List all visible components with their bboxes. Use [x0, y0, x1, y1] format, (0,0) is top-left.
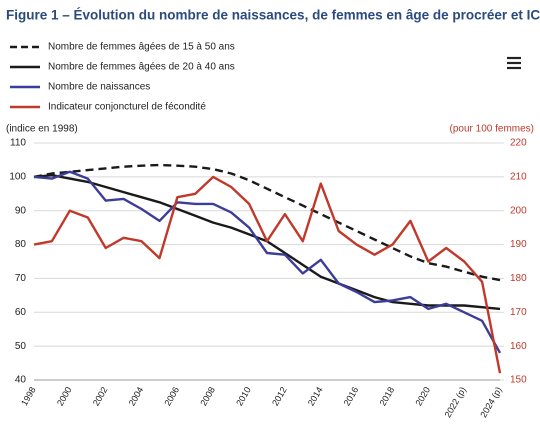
y-tick-label: 90 [15, 205, 27, 216]
y2-tick-label: 220 [510, 138, 527, 149]
x-tick-label: 2014 [306, 385, 325, 407]
legend-label: Nombre de naissances [48, 82, 150, 93]
y2-tick-label: 170 [510, 307, 527, 318]
y2-tick-label: 180 [510, 273, 527, 284]
y-tick-label: 60 [15, 307, 27, 318]
x-tick-label: 2012 [270, 385, 289, 407]
y-tick-label: 70 [15, 273, 27, 284]
y2-tick-label: 210 [510, 171, 527, 182]
legend-label: Nombre de femmes âgées de 15 à 50 ans [48, 42, 235, 53]
x-tick-label: 2004 [127, 385, 146, 407]
chart-title: Figure 1 – Évolution du nombre de naissa… [6, 8, 540, 23]
y2-tick-label: 190 [510, 239, 527, 250]
x-tick-label: 2006 [162, 385, 181, 407]
y2-tick-label: 200 [510, 205, 527, 216]
x-tick-label: 2024 (p) [478, 385, 503, 419]
menu-icon[interactable] [507, 56, 521, 70]
series-line [33, 175, 502, 374]
y-axis-title: (indice en 1998) [6, 124, 78, 135]
y-tick-label: 100 [9, 171, 26, 182]
x-tick-label: 2002 [91, 385, 110, 407]
y2-axis-title: (pour 100 femmes) [450, 124, 534, 135]
x-tick-label: 1998 [19, 385, 38, 407]
y2-tick-label: 150 [510, 375, 527, 386]
y-tick-label: 110 [10, 138, 26, 149]
series-line [33, 170, 502, 354]
x-tick-label: 2010 [234, 385, 253, 407]
y2-tick-label: 160 [510, 341, 527, 352]
y-tick-label: 40 [15, 375, 27, 386]
y-tick-label: 80 [15, 239, 27, 250]
y-tick-label: 50 [15, 341, 27, 352]
x-tick-label: 2008 [198, 385, 217, 407]
series-line [33, 163, 501, 282]
legend-label: Nombre de femmes âgées de 20 à 40 ans [48, 62, 235, 73]
x-tick-label: 2016 [342, 385, 361, 407]
x-tick-label: 2020 [413, 385, 432, 407]
x-tick-label: 2018 [378, 385, 397, 407]
x-tick-label: 2022 (p) [443, 385, 468, 419]
legend-label: Indicateur conjoncturel de fécondité [48, 102, 206, 113]
x-tick-label: 2000 [55, 385, 74, 407]
